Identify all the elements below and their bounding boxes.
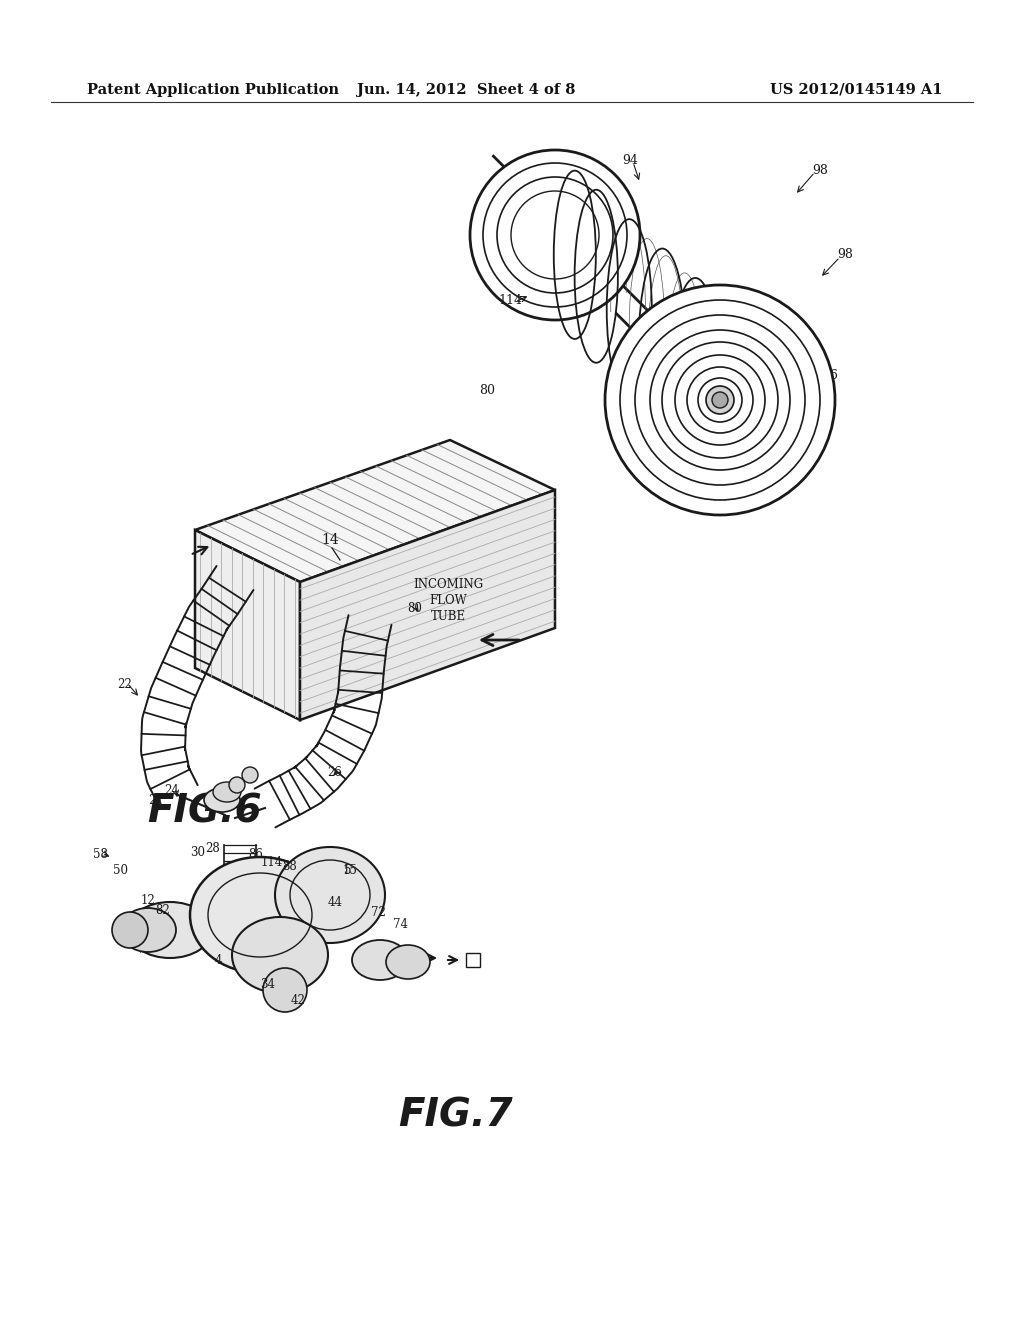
Ellipse shape	[190, 857, 330, 973]
Text: 114: 114	[261, 855, 283, 869]
Text: 12: 12	[140, 894, 156, 907]
Ellipse shape	[112, 912, 148, 948]
Text: 80: 80	[408, 602, 423, 615]
Text: 50: 50	[113, 863, 128, 876]
Polygon shape	[300, 490, 555, 719]
Text: 15: 15	[343, 863, 357, 876]
Ellipse shape	[712, 392, 728, 408]
Text: 26: 26	[328, 766, 342, 779]
Text: FIG.6: FIG.6	[147, 793, 262, 830]
Text: Patent Application Publication: Patent Application Publication	[87, 83, 339, 96]
Bar	[466, 953, 480, 968]
Text: 14: 14	[322, 533, 339, 546]
Text: Jun. 14, 2012  Sheet 4 of 8: Jun. 14, 2012 Sheet 4 of 8	[356, 83, 575, 96]
Text: 82: 82	[156, 903, 170, 916]
Ellipse shape	[204, 788, 240, 812]
Ellipse shape	[386, 945, 430, 979]
Text: 108: 108	[748, 433, 772, 446]
Ellipse shape	[213, 781, 241, 803]
Ellipse shape	[275, 847, 385, 942]
Text: 74: 74	[392, 919, 408, 932]
Text: 5: 5	[344, 863, 352, 876]
Text: 28: 28	[206, 842, 220, 854]
Text: 24: 24	[165, 784, 179, 796]
Text: 106: 106	[778, 424, 802, 437]
Ellipse shape	[232, 917, 328, 993]
Text: 2: 2	[148, 793, 156, 807]
Text: FIG.7: FIG.7	[398, 1097, 513, 1134]
Text: 34: 34	[260, 978, 275, 991]
Ellipse shape	[352, 940, 408, 979]
Text: 22: 22	[118, 678, 132, 692]
Text: 114: 114	[498, 293, 522, 306]
Polygon shape	[195, 440, 555, 582]
Text: INCOMING
FLOW
TUBE: INCOMING FLOW TUBE	[413, 578, 483, 623]
Ellipse shape	[605, 285, 835, 515]
Ellipse shape	[128, 902, 212, 958]
Ellipse shape	[263, 968, 307, 1012]
Text: 96: 96	[822, 368, 838, 381]
Text: 94: 94	[622, 153, 638, 166]
Text: 88: 88	[283, 861, 297, 874]
Text: 84: 84	[123, 912, 137, 924]
Text: 42: 42	[291, 994, 305, 1006]
Ellipse shape	[242, 767, 258, 783]
Ellipse shape	[706, 385, 734, 414]
Text: 80: 80	[479, 384, 495, 396]
Ellipse shape	[229, 777, 245, 793]
Text: 98: 98	[812, 164, 828, 177]
Text: US 2012/0145149 A1: US 2012/0145149 A1	[770, 83, 942, 96]
Text: 98: 98	[837, 248, 853, 261]
Text: 72: 72	[371, 906, 385, 919]
Text: 44: 44	[328, 896, 342, 909]
Ellipse shape	[120, 908, 176, 952]
Text: 4: 4	[214, 953, 222, 966]
Text: 20: 20	[712, 429, 728, 441]
Text: 30: 30	[190, 846, 206, 858]
Ellipse shape	[470, 150, 640, 319]
Text: 86: 86	[249, 849, 263, 862]
Text: 58: 58	[92, 849, 108, 862]
Polygon shape	[195, 531, 300, 719]
